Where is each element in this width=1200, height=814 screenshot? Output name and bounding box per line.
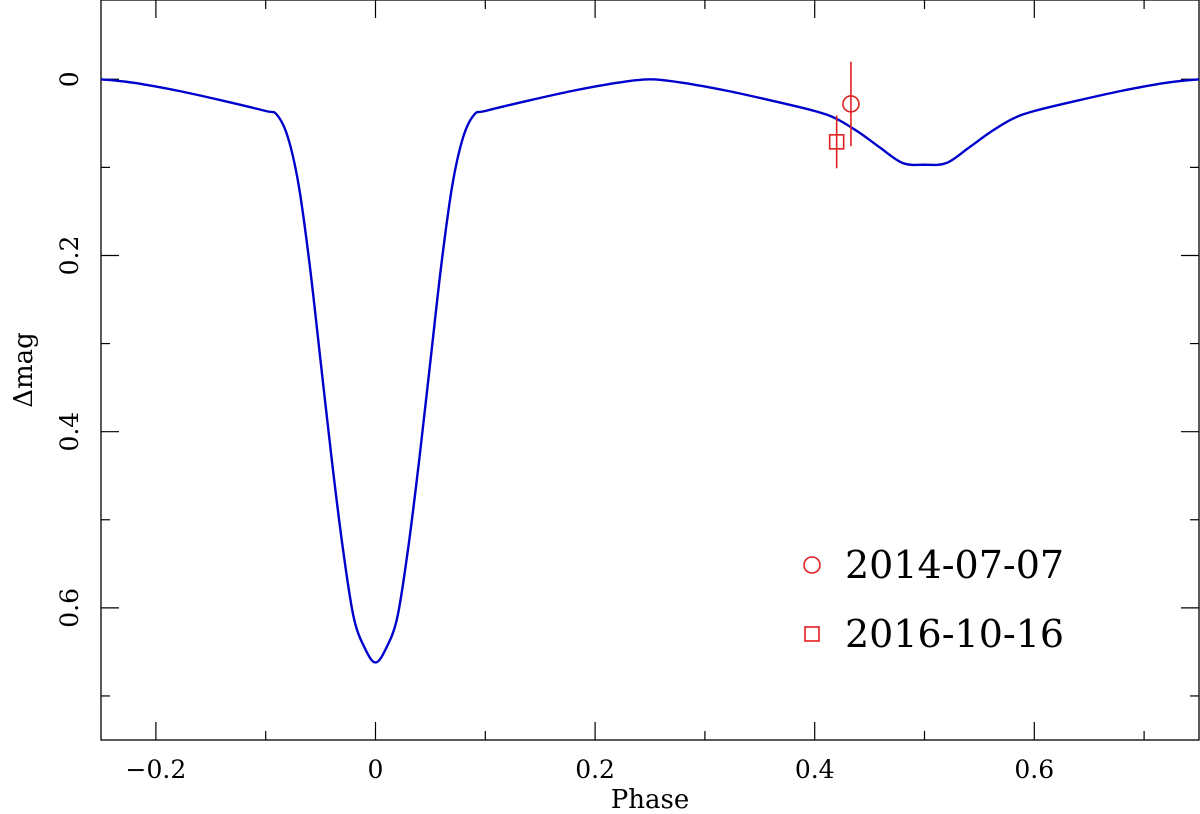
data-point-square xyxy=(828,134,845,150)
data-point-circle xyxy=(842,95,860,113)
x-tick-label: 0.2 xyxy=(575,755,615,784)
y-tick-label: 0.4 xyxy=(55,412,84,452)
legend: 2014-07-07 2016-10-16 xyxy=(803,543,1064,656)
y-tick-label: 0 xyxy=(55,71,84,87)
x-tick-label: −0.2 xyxy=(126,755,187,784)
legend-label: 2016-10-16 xyxy=(845,612,1064,656)
y-tick-label: 0.2 xyxy=(55,236,84,276)
model-light-curve xyxy=(100,78,1200,664)
x-tick-label: 0.4 xyxy=(795,755,835,784)
axis-tick-labels: −0.2 0 0.2 0.4 0.6 0 0.2 0.4 0.6 xyxy=(55,71,1054,784)
axis-ticks xyxy=(101,0,1199,740)
x-tick-label: 0.6 xyxy=(1014,755,1054,784)
y-tick-label: 0.6 xyxy=(55,588,84,628)
observation-points xyxy=(828,61,860,169)
y-axis-title: Δmag xyxy=(9,332,39,408)
legend-circle-icon xyxy=(803,556,821,574)
plot-frame xyxy=(100,0,1200,741)
legend-label: 2014-07-07 xyxy=(845,543,1064,587)
x-tick-label: 0 xyxy=(368,755,384,784)
x-axis-title: Phase xyxy=(611,785,689,814)
legend-square-icon xyxy=(804,626,820,642)
